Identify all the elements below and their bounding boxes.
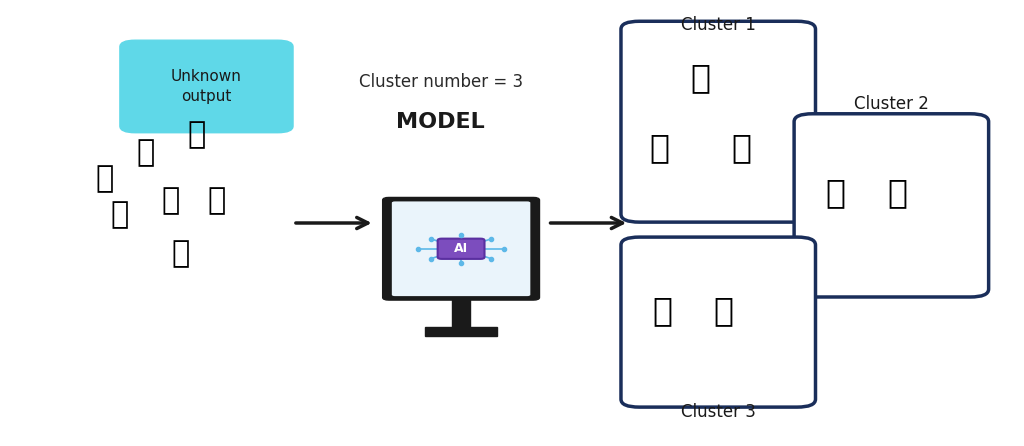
- Text: 🍇: 🍇: [826, 176, 846, 209]
- Text: MODEL: MODEL: [396, 112, 485, 132]
- Text: Unknown
output: Unknown output: [171, 69, 242, 104]
- Text: Cluster 1: Cluster 1: [681, 16, 756, 34]
- Text: 🍎: 🍎: [136, 138, 155, 167]
- Text: 🍎: 🍎: [111, 200, 129, 229]
- Text: 🍇: 🍇: [172, 240, 190, 268]
- Text: Cluster 2: Cluster 2: [854, 95, 929, 113]
- FancyBboxPatch shape: [120, 40, 293, 133]
- Text: 🍐: 🍐: [95, 165, 114, 194]
- Text: 🍎: 🍎: [731, 132, 752, 165]
- FancyBboxPatch shape: [621, 237, 815, 407]
- Text: 🍐: 🍐: [162, 186, 180, 215]
- Text: Cluster number = 3: Cluster number = 3: [358, 73, 523, 91]
- Bar: [452, 295, 470, 328]
- FancyBboxPatch shape: [383, 198, 540, 300]
- FancyBboxPatch shape: [392, 202, 530, 296]
- Text: 🍎: 🍎: [690, 61, 711, 94]
- Text: 🍐: 🍐: [652, 295, 673, 328]
- Bar: [425, 327, 497, 336]
- Text: 🍐: 🍐: [714, 295, 734, 328]
- FancyBboxPatch shape: [621, 21, 815, 222]
- Text: AI: AI: [454, 242, 468, 255]
- Text: 🍇: 🍇: [887, 176, 907, 209]
- Text: 🍎: 🍎: [187, 120, 206, 149]
- FancyBboxPatch shape: [437, 239, 484, 259]
- FancyBboxPatch shape: [794, 114, 988, 297]
- Text: Cluster 3: Cluster 3: [681, 403, 756, 421]
- Text: 🍎: 🍎: [649, 132, 670, 165]
- Text: 🍇: 🍇: [208, 186, 225, 215]
